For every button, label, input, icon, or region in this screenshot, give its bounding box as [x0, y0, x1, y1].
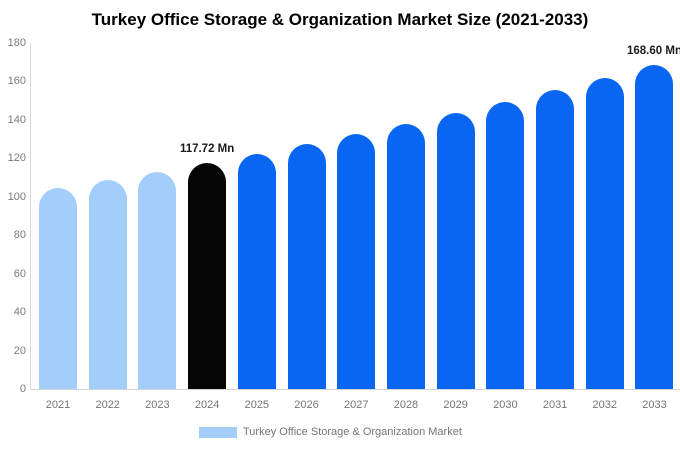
y-tick-label-80: 80	[13, 229, 26, 242]
bar-2021[interactable]	[39, 188, 77, 389]
x-tick-label-2028: 2028	[393, 399, 419, 411]
y-tick-label-140: 140	[7, 113, 26, 126]
x-tick-label-2025: 2025	[244, 399, 270, 411]
x-tick-label-2023: 2023	[145, 399, 170, 411]
bar-2030[interactable]	[486, 101, 525, 389]
x-tick-label-2030: 2030	[493, 399, 518, 411]
x-tick-label-2031: 2031	[542, 399, 568, 411]
bar-2024[interactable]	[188, 162, 227, 389]
legend-swatch-icon	[199, 426, 237, 438]
bar-2029[interactable]	[436, 112, 475, 389]
y-tick-label-40: 40	[13, 306, 26, 319]
annotation-2033: 168.60 Mn	[626, 44, 680, 57]
x-tick-label-2032: 2032	[592, 399, 618, 411]
legend-label: Turkey Office Storage & Organization Mar…	[243, 426, 462, 438]
x-axis-line	[30, 389, 680, 390]
bar-2026[interactable]	[287, 143, 326, 389]
y-tick-label-160: 160	[7, 75, 26, 88]
x-tick-label-2024: 2024	[194, 399, 220, 411]
bar-2025[interactable]	[237, 153, 276, 389]
x-tick-label-2021: 2021	[45, 399, 71, 411]
y-tick-label-120: 120	[7, 152, 26, 165]
y-tick-label-60: 60	[13, 267, 26, 280]
bar-2022[interactable]	[88, 180, 127, 389]
legend[interactable]: Turkey Office Storage & Organization Mar…	[199, 426, 462, 438]
x-tick-label-2022: 2022	[95, 399, 120, 411]
bar-2033[interactable]	[635, 64, 674, 389]
x-tick-label-2029: 2029	[443, 399, 468, 411]
y-tick-label-180: 180	[7, 37, 26, 49]
bar-2032[interactable]	[585, 77, 624, 389]
x-tick-label-2033: 2033	[642, 399, 667, 411]
y-axis-line	[30, 43, 31, 390]
bar-2027[interactable]	[337, 133, 376, 389]
y-tick-label-100: 100	[7, 190, 26, 203]
bar-2031[interactable]	[536, 89, 575, 389]
x-tick-label-2026: 2026	[294, 399, 319, 411]
bar-2028[interactable]	[386, 123, 425, 389]
x-tick-label-2027: 2027	[343, 399, 369, 411]
y-tick-label-20: 20	[13, 344, 26, 357]
y-tick-label-0: 0	[19, 383, 26, 395]
annotation-2024: 117.72 Mn	[179, 142, 235, 155]
chart-title: Turkey Office Storage & Organization Mar…	[91, 10, 589, 29]
bar-2023[interactable]	[138, 171, 177, 389]
